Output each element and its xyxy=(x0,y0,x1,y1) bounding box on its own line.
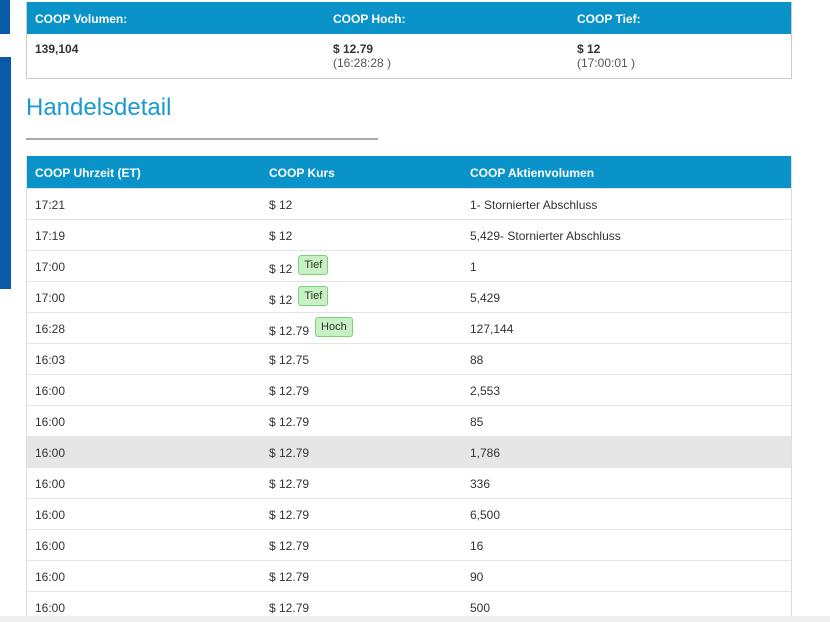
summary-header-volume: COOP Volumen: xyxy=(35,12,128,26)
trade-price-cell: $ 12.79 Hoch xyxy=(269,317,353,342)
trade-price-cell: $ 12.79 xyxy=(269,508,309,522)
price-badge: Tief xyxy=(298,286,329,306)
trade-time: 16:00 xyxy=(35,508,66,522)
trade-volume: 88 xyxy=(470,353,484,367)
table-row: 17:19 $ 12 5,429- Stornierter Abschluss xyxy=(27,219,791,250)
summary-values-row: 139,104 $ 12.79 (16:28:28 ) $ 12 (17:00:… xyxy=(27,34,791,78)
trade-price: $ 12 xyxy=(269,229,293,243)
trade-price-cell: $ 12 xyxy=(269,198,292,212)
sidebar-accent-top xyxy=(0,0,10,34)
trade-time: 17:00 xyxy=(35,260,66,274)
summary-high-time: (16:28:28 ) xyxy=(333,56,392,70)
trade-volume: 6,500 xyxy=(470,508,501,522)
trade-volume: 90 xyxy=(470,570,484,584)
summary-table: COOP Volumen: COOP Hoch: COOP Tief: 139,… xyxy=(26,2,792,79)
summary-low-time: (17:00:01 ) xyxy=(577,56,636,70)
trade-price-cell: $ 12.79 xyxy=(269,601,309,615)
trade-price-cell: $ 12.79 xyxy=(269,446,309,460)
summary-volume-value: 139,104 xyxy=(35,42,79,56)
trade-time: 16:00 xyxy=(35,415,66,429)
price-badge: Hoch xyxy=(315,317,353,337)
trade-price-cell: $ 12.79 xyxy=(269,477,309,491)
trade-volume: 16 xyxy=(470,539,484,553)
detail-header-row: COOP Uhrzeit (ET) COOP Kurs COOP Aktienv… xyxy=(27,156,791,188)
trade-price: $ 12 xyxy=(269,293,293,307)
table-row: 16:00 $ 12.79 2,553 xyxy=(27,374,791,405)
trade-volume: 1,786 xyxy=(470,446,501,460)
trade-time: 16:00 xyxy=(35,601,66,615)
trade-time: 16:00 xyxy=(35,570,66,584)
trade-price: $ 12.75 xyxy=(269,353,310,367)
trade-volume: 1- Stornierter Abschluss xyxy=(470,198,598,212)
trade-time: 16:28 xyxy=(35,322,66,336)
table-row: 16:28 $ 12.79 Hoch 127,144 xyxy=(27,312,791,343)
summary-header-low: COOP Tief: xyxy=(577,12,641,26)
trade-volume: 2,553 xyxy=(470,384,501,398)
table-row: 16:00 $ 12.79 6,500 xyxy=(27,498,791,529)
table-row: 16:00 $ 12.79 1,786 xyxy=(27,436,791,467)
trade-price-cell: $ 12.79 xyxy=(269,415,309,429)
trade-time: 17:19 xyxy=(35,229,66,243)
trade-price: $ 12.79 xyxy=(269,601,310,615)
trade-volume: 1 xyxy=(470,260,477,274)
detail-header-time: COOP Uhrzeit (ET) xyxy=(35,166,141,180)
summary-high-value: $ 12.79 xyxy=(333,42,374,56)
table-row: 16:00 $ 12.79 90 xyxy=(27,560,791,591)
trade-price-cell: $ 12.79 xyxy=(269,570,309,584)
table-row: 17:21 $ 12 1- Stornierter Abschluss xyxy=(27,188,791,219)
trade-price-cell: $ 12 Tief xyxy=(269,255,329,280)
trade-volume: 5,429 xyxy=(470,291,501,305)
summary-header-high: COOP Hoch: xyxy=(333,12,406,26)
table-row: 17:00 $ 12 Tief 1 xyxy=(27,250,791,281)
price-badge: Tief xyxy=(298,255,329,275)
detail-rows: 17:21 $ 12 1- Stornierter Abschluss 17:19 $ … xyxy=(27,188,791,622)
trade-time: 16:00 xyxy=(35,477,66,491)
trade-time: 17:21 xyxy=(35,198,66,212)
sidebar-accent-panel xyxy=(0,57,11,289)
summary-low-value: $ 12 xyxy=(577,42,601,56)
trade-price: $ 12 xyxy=(269,262,293,276)
trade-price: $ 12.79 xyxy=(269,415,310,429)
trade-time: 17:00 xyxy=(35,291,66,305)
trade-price: $ 12.79 xyxy=(269,384,310,398)
trade-price-cell: $ 12.75 xyxy=(269,353,309,367)
trade-price: $ 12.79 xyxy=(269,446,310,460)
trade-time: 16:00 xyxy=(35,446,66,460)
title-divider xyxy=(26,138,378,140)
trade-price-cell: $ 12.79 xyxy=(269,539,309,553)
trade-time: 16:00 xyxy=(35,384,66,398)
table-row: 16:00 $ 12.79 85 xyxy=(27,405,791,436)
detail-header-price: COOP Kurs xyxy=(269,166,335,180)
trade-price-cell: $ 12 Tief xyxy=(269,286,329,311)
trade-price: $ 12 xyxy=(269,198,293,212)
trade-price: $ 12.79 xyxy=(269,477,310,491)
trade-price: $ 12.79 xyxy=(269,324,310,338)
table-row: 16:03 $ 12.75 88 xyxy=(27,343,791,374)
trade-time: 16:03 xyxy=(35,353,66,367)
table-row: 16:00 $ 12.79 336 xyxy=(27,467,791,498)
trade-volume: 127,144 xyxy=(470,322,514,336)
table-row: 17:00 $ 12 Tief 5,429 xyxy=(27,281,791,312)
summary-header-row: COOP Volumen: COOP Hoch: COOP Tief: xyxy=(27,2,791,34)
trade-price: $ 12.79 xyxy=(269,539,310,553)
trade-volume: 85 xyxy=(470,415,484,429)
table-row: 16:00 $ 12.79 16 xyxy=(27,529,791,560)
trade-volume: 500 xyxy=(470,601,491,615)
trade-price: $ 12.79 xyxy=(269,508,310,522)
trade-volume: 336 xyxy=(470,477,491,491)
trade-volume: 5,429- Stornierter Abschluss xyxy=(470,229,621,243)
trade-price-cell: $ 12 xyxy=(269,229,292,243)
trade-price-cell: $ 12.79 xyxy=(269,384,309,398)
bottom-scroll-strip xyxy=(0,616,830,622)
trade-price: $ 12.79 xyxy=(269,570,310,584)
trade-time: 16:00 xyxy=(35,539,66,553)
detail-header-volume: COOP Aktienvolumen xyxy=(470,166,595,180)
section-title: Handelsdetail xyxy=(26,94,172,121)
trade-detail-table: COOP Uhrzeit (ET) COOP Kurs COOP Aktienv… xyxy=(26,156,792,622)
